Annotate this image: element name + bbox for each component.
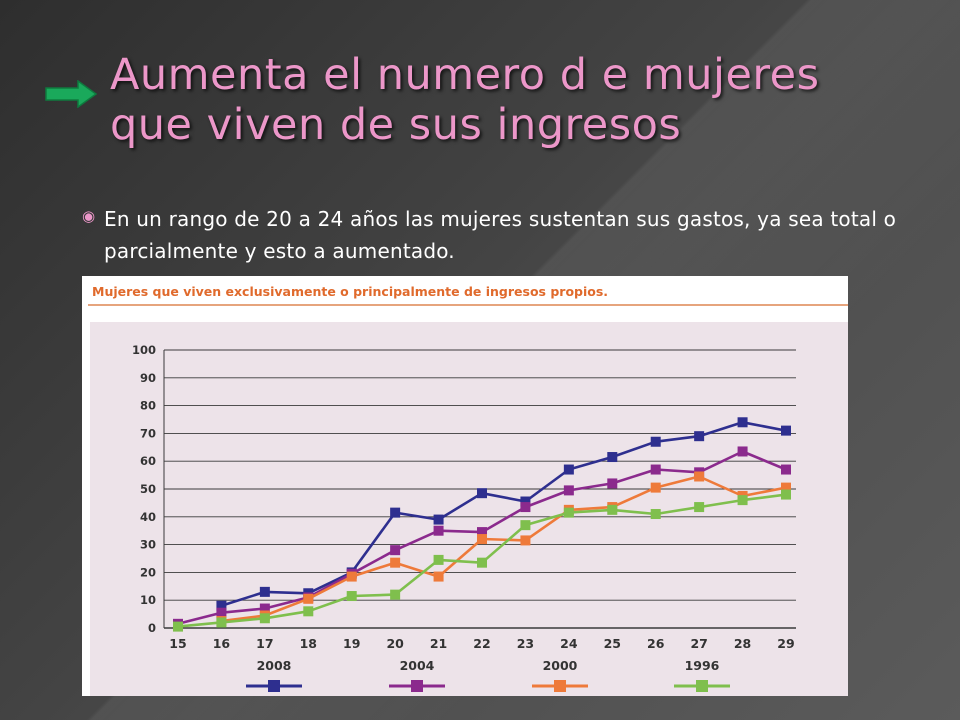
data-point-1996 <box>173 621 183 632</box>
data-point-2008 <box>390 507 401 518</box>
data-point-2004 <box>477 527 487 538</box>
data-point-2004 <box>216 607 227 618</box>
data-point-2008 <box>477 488 487 499</box>
data-point-2004 <box>433 525 444 536</box>
title-line-2: que viven de sus ingresos <box>110 100 682 150</box>
legend-marker-2000 <box>554 680 566 692</box>
x-tick-label: 15 <box>169 636 186 651</box>
data-point-2000 <box>303 593 314 604</box>
data-point-2004 <box>390 545 401 556</box>
legend-label: 2008 <box>257 658 292 673</box>
data-point-1996 <box>477 557 487 568</box>
bullet-item: ◉ En un rango de 20 a 24 años las mujere… <box>82 203 932 267</box>
data-point-1996 <box>520 520 531 531</box>
data-point-2000 <box>781 482 791 493</box>
data-point-2000 <box>520 535 531 546</box>
data-point-1996 <box>737 495 748 506</box>
y-tick-label: 80 <box>140 399 156 413</box>
data-point-1996 <box>563 507 574 518</box>
line-chart: 0 10 20 30 40 50 60 70 80 90 100 15 16 17 18 19 20 21 22 23… <box>132 343 796 692</box>
y-tick-label: 30 <box>140 538 156 552</box>
legend-marker-2008 <box>268 680 280 692</box>
x-tick-label: 26 <box>647 636 665 651</box>
x-tick-label: 17 <box>256 636 273 651</box>
data-point-2008 <box>650 436 661 447</box>
x-tick-label: 21 <box>430 636 447 651</box>
series-line-2000 <box>221 475 787 623</box>
x-tick-label: 27 <box>690 636 707 651</box>
legend-marker-2004 <box>411 680 423 692</box>
data-point-2000 <box>346 571 357 582</box>
data-point-2000 <box>477 534 487 545</box>
data-point-2008 <box>607 452 618 463</box>
data-point-2004 <box>650 464 661 475</box>
y-tick-label: 50 <box>140 482 156 496</box>
y-tick-label: 70 <box>140 426 156 440</box>
series-line-2008 <box>221 421 787 608</box>
legend-label: 2000 <box>543 658 578 673</box>
y-tick-label: 20 <box>140 565 156 579</box>
x-tick-label: 19 <box>343 636 360 651</box>
x-tick-label: 18 <box>300 636 317 651</box>
legend-label: 1996 <box>685 658 720 673</box>
data-point-1996 <box>650 509 661 520</box>
x-tick-label: 29 <box>777 636 794 651</box>
plot-panel: 0 10 20 30 40 50 60 70 80 90 100 15 16 17 18 19 20 21 22 23… <box>90 322 848 696</box>
x-tick-label: 20 <box>386 636 404 651</box>
data-point-2008 <box>433 514 444 525</box>
chart-figure: Mujeres que viven exclusivamente o princ… <box>82 276 848 696</box>
legend-marker-1996 <box>696 680 708 692</box>
x-tick-label: 22 <box>473 636 490 651</box>
data-point-2000 <box>433 571 444 582</box>
y-tick-label: 40 <box>140 510 156 524</box>
x-tick-label: 28 <box>734 636 751 651</box>
title-line-1: Aumenta el numero d e mujeres <box>110 50 820 100</box>
y-tick-label: 0 <box>148 621 156 635</box>
y-tick-label: 60 <box>140 454 156 468</box>
data-point-2004 <box>737 446 748 457</box>
y-tick-label: 100 <box>132 343 156 357</box>
right-arrow-icon <box>45 80 98 108</box>
x-tick-label: 25 <box>604 636 621 651</box>
data-point-2004 <box>563 485 574 496</box>
caption-divider <box>88 304 848 306</box>
chart-title: Mujeres que viven exclusivamente o princ… <box>92 284 609 299</box>
data-point-1996 <box>303 606 314 617</box>
y-tick-label: 10 <box>140 593 156 607</box>
data-point-2000 <box>390 557 401 568</box>
data-point-2004 <box>520 502 531 513</box>
data-point-1996 <box>216 617 227 628</box>
slide-title: Aumenta el numero d e mujeres que viven … <box>110 50 930 150</box>
data-point-2008 <box>216 600 227 611</box>
legend-label: 2004 <box>400 658 435 673</box>
x-tick-label: 23 <box>517 636 534 651</box>
data-point-1996 <box>433 554 444 565</box>
data-point-2004 <box>607 478 618 489</box>
x-tick-label: 24 <box>560 636 578 651</box>
data-point-2008 <box>563 464 574 475</box>
data-point-2008 <box>259 586 270 597</box>
data-point-1996 <box>781 489 791 500</box>
data-point-2008 <box>694 431 705 442</box>
data-point-2008 <box>737 417 748 428</box>
data-point-1996 <box>694 502 705 513</box>
data-point-1996 <box>259 613 270 624</box>
data-point-2004 <box>781 464 791 475</box>
data-point-1996 <box>346 591 357 602</box>
data-point-2008 <box>781 425 791 436</box>
data-point-2000 <box>694 471 705 482</box>
data-point-2004 <box>259 603 270 614</box>
circle-bullet-icon: ◉ <box>82 207 96 225</box>
bullet-text: En un rango de 20 a 24 años las mujeres … <box>104 207 897 263</box>
data-point-1996 <box>607 504 618 515</box>
data-point-2000 <box>650 482 661 493</box>
y-tick-label: 90 <box>140 371 156 385</box>
data-point-2008 <box>520 496 531 507</box>
x-tick-label: 16 <box>213 636 231 651</box>
data-point-1996 <box>390 589 401 600</box>
